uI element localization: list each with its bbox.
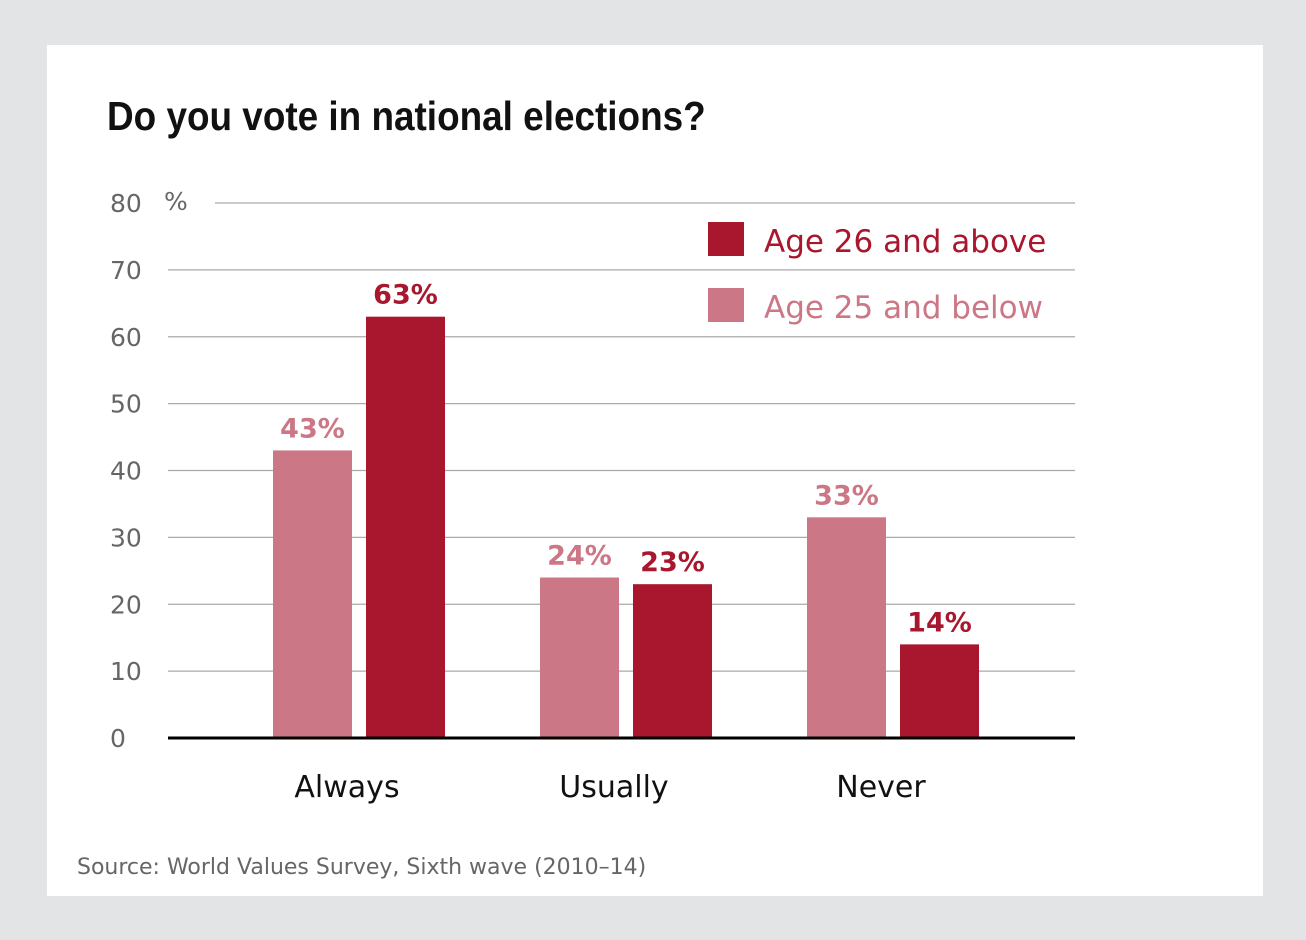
y-tick-label: 20: [110, 590, 142, 619]
y-tick-label: 40: [110, 457, 142, 486]
y-tick-label: 10: [110, 657, 142, 686]
y-unit-label: %: [164, 187, 188, 216]
legend-label: Age 25 and below: [764, 290, 1043, 326]
y-tick-label: 50: [110, 390, 142, 419]
source-note: Source: World Values Survey, Sixth wave …: [77, 855, 647, 880]
y-tick-label: 70: [110, 256, 142, 285]
y-tick-label: 60: [110, 323, 142, 352]
y-tick-label: 80: [110, 189, 142, 218]
legend-swatch: [708, 222, 744, 256]
bar-value-label: 63%: [373, 280, 438, 311]
legend-label: Age 26 and above: [764, 224, 1046, 260]
y-tick-label: 0: [110, 724, 126, 753]
bar-never-series-0: [807, 517, 886, 738]
bar-usually-series-1: [633, 584, 712, 738]
x-category-label: Always: [294, 770, 399, 805]
y-tick-label: 30: [110, 523, 142, 552]
x-category-label: Usually: [559, 770, 668, 805]
legend-swatch: [708, 288, 744, 322]
bar-value-label: 33%: [814, 480, 879, 511]
bar-always-series-0: [273, 450, 352, 738]
bar-value-label: 14%: [907, 607, 972, 638]
bar-usually-series-0: [540, 577, 619, 738]
bar-always-series-1: [366, 316, 445, 738]
chart-title: Do you vote in national elections?: [107, 93, 706, 139]
bar-value-label: 24%: [547, 541, 612, 572]
x-category-label: Never: [836, 770, 926, 805]
bar-value-label: 43%: [280, 413, 345, 444]
bar-never-series-1: [900, 644, 979, 738]
bar-value-label: 23%: [640, 547, 705, 578]
